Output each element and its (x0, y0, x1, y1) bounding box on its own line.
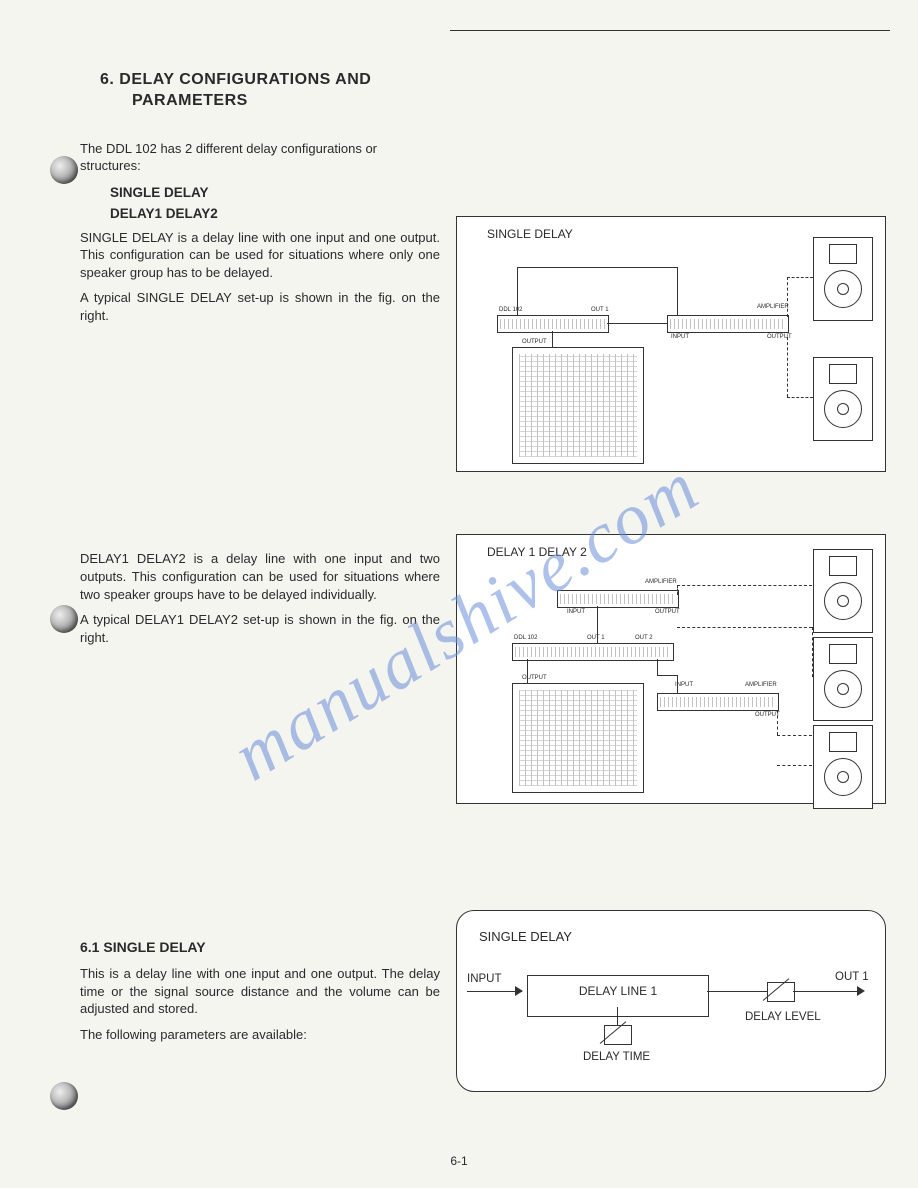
output-label: OUTPUT (655, 609, 680, 615)
diagram-delay1-delay2: DELAY 1 DELAY 2 AMPLIFIER INPUT OUTPUT D… (456, 534, 886, 804)
input-label: INPUT (671, 334, 689, 340)
flow-title: SINGLE DELAY (479, 929, 572, 944)
mixer-icon (512, 347, 644, 464)
out1-label: OUT 1 (587, 635, 605, 641)
single-delay-description: SINGLE DELAY is a delay line with one in… (80, 229, 440, 282)
flow-input-label: INPUT (467, 973, 502, 985)
amp-label: AMPLIFIER (745, 682, 777, 688)
intro-text: The DDL 102 has 2 different delay config… (80, 140, 440, 175)
diagram2-title: DELAY 1 DELAY 2 (487, 545, 587, 559)
speaker-icon (813, 549, 873, 633)
speaker-icon (813, 357, 873, 441)
amplifier-icon (657, 693, 779, 711)
delay12-figure-ref: A typical DELAY1 DELAY2 set-up is shown … (80, 611, 440, 646)
amplifier-icon (557, 590, 679, 608)
section-number: 6. (100, 71, 114, 88)
delay12-description: DELAY1 DELAY2 is a delay line with one i… (80, 550, 440, 603)
speaker-icon (813, 637, 873, 721)
punch-hole-icon (50, 156, 78, 184)
mixer-output-label: OUTPUT (522, 675, 547, 681)
delay-time-symbol (604, 1025, 630, 1043)
delay-line-block: DELAY LINE 1 (527, 975, 709, 1017)
ddl-unit-icon (512, 643, 674, 661)
flow-diagram-single-delay: SINGLE DELAY INPUT DELAY LINE 1 DELAY LE… (456, 910, 886, 1092)
flow-level-label: DELAY LEVEL (745, 1011, 821, 1023)
speaker-icon (813, 725, 873, 809)
flow-out-label: OUT 1 (835, 971, 869, 983)
ddl-unit-icon (497, 315, 609, 333)
ddl-label: DDL 102 (499, 307, 522, 313)
amp-label: AMPLIFIER (645, 579, 677, 585)
subsection-name: SINGLE DELAY (103, 939, 205, 955)
mixer-icon (512, 683, 644, 793)
punch-hole-icon (50, 605, 78, 633)
page-number: 6-1 (450, 1154, 467, 1168)
delay-level-symbol (767, 982, 793, 1000)
subsection-number: 6.1 (80, 939, 99, 955)
config-single-delay: SINGLE DELAY (110, 185, 870, 200)
section-title: 6. DELAY CONFIGURATIONS AND PARAMETERS (100, 70, 870, 112)
out1-label: OUT 1 (591, 307, 609, 313)
out2-label: OUT 2 (635, 635, 653, 641)
amplifier-icon (667, 315, 789, 333)
mixer-output-label: OUTPUT (522, 339, 547, 345)
output-label: OUTPUT (755, 712, 780, 718)
diagram1-title: SINGLE DELAY (487, 227, 573, 241)
page-top-rule (450, 30, 890, 31)
speaker-icon (813, 237, 873, 321)
punch-hole-icon (50, 1082, 78, 1110)
input-label: INPUT (567, 609, 585, 615)
diagram-single-delay: SINGLE DELAY DDL 102 OUT 1 AMPLIFIER INP… (456, 216, 886, 472)
section-title-line1: DELAY CONFIGURATIONS AND (119, 71, 371, 88)
single-delay-figure-ref: A typical SINGLE DELAY set-up is shown i… (80, 289, 440, 324)
flow-time-label: DELAY TIME (583, 1051, 650, 1063)
ddl-label: DDL 102 (514, 635, 537, 641)
subsection-body-1: This is a delay line with one input and … (80, 965, 440, 1018)
subsection-body-2: The following parameters are available: (80, 1026, 440, 1044)
section-title-line2: PARAMETERS (132, 91, 870, 112)
amp-label: AMPLIFIER (757, 304, 789, 310)
